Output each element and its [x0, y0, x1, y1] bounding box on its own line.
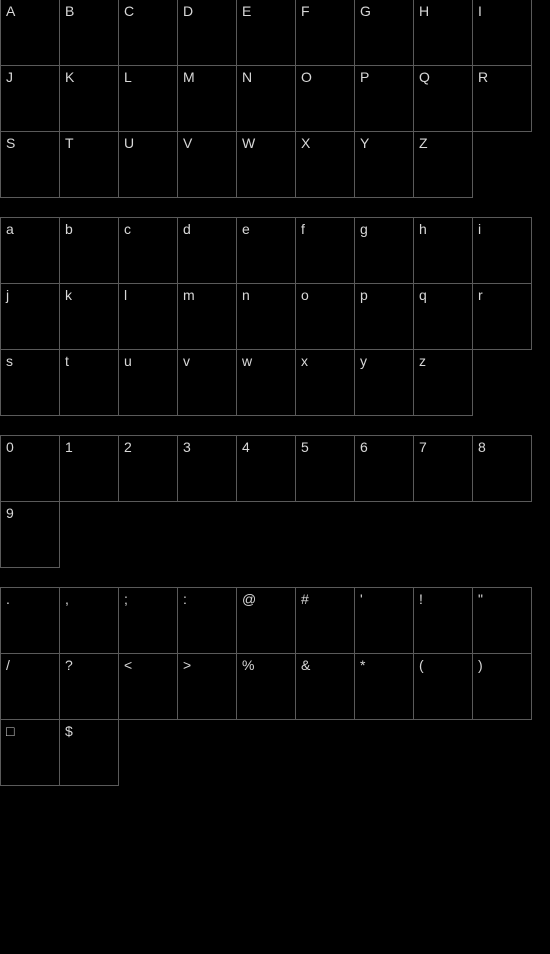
glyph-cell: V	[177, 131, 237, 198]
glyph-cell: B	[59, 0, 119, 66]
glyph-cell: q	[413, 283, 473, 350]
glyph-cell: :	[177, 587, 237, 654]
glyph-cell: 3	[177, 435, 237, 502]
glyph-cell: 7	[413, 435, 473, 502]
glyph-cell: c	[118, 217, 178, 284]
glyph-grid: 012345678 9	[0, 436, 550, 568]
glyph-cell: .	[0, 587, 60, 654]
glyph-cell: t	[59, 349, 119, 416]
glyph-cell: M	[177, 65, 237, 132]
glyph-cell: Q	[413, 65, 473, 132]
glyph-cell: @	[236, 587, 296, 654]
glyph-cell: )	[472, 653, 532, 720]
glyph-cell: C	[118, 0, 178, 66]
glyph-cell: f	[295, 217, 355, 284]
glyph-cell: 1	[59, 435, 119, 502]
glyph-cell: J	[0, 65, 60, 132]
glyph-cell: %	[236, 653, 296, 720]
glyph-cell: v	[177, 349, 237, 416]
glyph-cell: r	[472, 283, 532, 350]
glyph-cell: R	[472, 65, 532, 132]
glyph-cell: P	[354, 65, 414, 132]
glyph-cell: l	[118, 283, 178, 350]
glyph-cell: D	[177, 0, 237, 66]
glyph-cell: #	[295, 587, 355, 654]
section-lowercase: abcdefghi jklmnopqr stuvwxyz	[0, 218, 550, 416]
glyph-cell: /	[0, 653, 60, 720]
glyph-cell: g	[354, 217, 414, 284]
glyph-cell: A	[0, 0, 60, 66]
glyph-cell: &	[295, 653, 355, 720]
glyph-cell: (	[413, 653, 473, 720]
glyph-cell: 2	[118, 435, 178, 502]
glyph-cell: ,	[59, 587, 119, 654]
glyph-cell: E	[236, 0, 296, 66]
glyph-cell: G	[354, 0, 414, 66]
glyph-cell: 8	[472, 435, 532, 502]
glyph-cell: K	[59, 65, 119, 132]
glyph-cell: T	[59, 131, 119, 198]
glyph-cell: $	[59, 719, 119, 786]
glyph-cell: 6	[354, 435, 414, 502]
glyph-cell: !	[413, 587, 473, 654]
section-symbols: .,;:@#'!" /?<>%&*() □$	[0, 588, 550, 786]
glyph-cell: L	[118, 65, 178, 132]
glyph-cell: o	[295, 283, 355, 350]
glyph-cell: e	[236, 217, 296, 284]
glyph-cell: b	[59, 217, 119, 284]
glyph-cell: p	[354, 283, 414, 350]
glyph-cell: >	[177, 653, 237, 720]
glyph-cell: X	[295, 131, 355, 198]
glyph-cell: a	[0, 217, 60, 284]
glyph-cell: k	[59, 283, 119, 350]
glyph-grid: .,;:@#'!" /?<>%&*() □$	[0, 588, 550, 786]
glyph-cell: n	[236, 283, 296, 350]
glyph-cell: u	[118, 349, 178, 416]
glyph-cell: "	[472, 587, 532, 654]
glyph-cell: I	[472, 0, 532, 66]
glyph-cell: j	[0, 283, 60, 350]
glyph-cell: ;	[118, 587, 178, 654]
glyph-cell: y	[354, 349, 414, 416]
glyph-cell: 4	[236, 435, 296, 502]
glyph-cell: N	[236, 65, 296, 132]
glyph-cell: i	[472, 217, 532, 284]
glyph-grid: ABCDEFGHI JKLMNOPQR STUVWXYZ	[0, 0, 550, 198]
glyph-cell: Z	[413, 131, 473, 198]
glyph-cell: m	[177, 283, 237, 350]
section-digits: 012345678 9	[0, 436, 550, 568]
glyph-cell: S	[0, 131, 60, 198]
font-character-map: ABCDEFGHI JKLMNOPQR STUVWXYZabcdefghi jklmn…	[0, 0, 550, 786]
glyph-cell: s	[0, 349, 60, 416]
glyph-cell: 5	[295, 435, 355, 502]
glyph-cell: W	[236, 131, 296, 198]
glyph-cell: h	[413, 217, 473, 284]
glyph-cell: <	[118, 653, 178, 720]
glyph-cell: U	[118, 131, 178, 198]
glyph-cell: 0	[0, 435, 60, 502]
glyph-cell: O	[295, 65, 355, 132]
glyph-cell: w	[236, 349, 296, 416]
glyph-cell: F	[295, 0, 355, 66]
glyph-cell: *	[354, 653, 414, 720]
glyph-cell: x	[295, 349, 355, 416]
glyph-cell: '	[354, 587, 414, 654]
glyph-cell: □	[0, 719, 60, 786]
glyph-cell: ?	[59, 653, 119, 720]
glyph-cell: d	[177, 217, 237, 284]
glyph-cell: H	[413, 0, 473, 66]
glyph-cell: Y	[354, 131, 414, 198]
glyph-cell: z	[413, 349, 473, 416]
section-uppercase: ABCDEFGHI JKLMNOPQR STUVWXYZ	[0, 0, 550, 198]
glyph-cell: 9	[0, 501, 60, 568]
glyph-grid: abcdefghi jklmnopqr stuvwxyz	[0, 218, 550, 416]
